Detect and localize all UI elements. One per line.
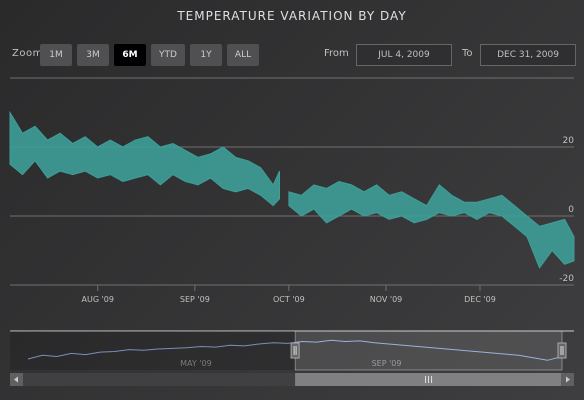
plot-area[interactable]: [9, 110, 575, 269]
gridlines: [10, 77, 574, 286]
navigator-mask: [10, 331, 296, 370]
temperature-range-area-1[interactable]: [288, 180, 575, 269]
to-date-input[interactable]: Dec 31, 2009: [480, 44, 576, 66]
x-tick-label: DEC '09: [464, 295, 496, 304]
to-label: To: [462, 48, 473, 59]
navigator-label: MAY '09: [180, 359, 212, 368]
navigator-handle-left[interactable]: [290, 342, 300, 359]
range-button-6m[interactable]: 6m: [114, 44, 146, 66]
zoom-label: Zoom: [12, 48, 43, 59]
x-axis: AUG '09 SEP '09 OCT '09 NOV '09 DEC '09: [82, 285, 496, 304]
navigator-handle-right[interactable]: [557, 342, 567, 359]
range-button-1m[interactable]: 1m: [40, 44, 72, 66]
navigator-label: SEP '09: [372, 359, 402, 368]
chart-title: TEMPERATURE VARIATION BY DAY: [177, 9, 407, 23]
y-tick-label: -20: [559, 274, 574, 284]
y-axis: 20 0 -20: [559, 136, 574, 284]
range-button-1y[interactable]: 1y: [190, 44, 222, 66]
y-tick-label: 0: [568, 205, 574, 215]
scrollbar[interactable]: [10, 373, 574, 386]
navigator[interactable]: MAY '09 SEP '09: [10, 330, 574, 371]
range-selector: Zoom 1m 3m 6m YTD 1y All From Jul 4, 200…: [0, 44, 584, 66]
range-button-all[interactable]: All: [227, 44, 259, 66]
y-tick-label: 20: [563, 136, 575, 146]
navigator-selected-window[interactable]: [294, 330, 563, 371]
range-button-ytd[interactable]: YTD: [151, 44, 185, 66]
arrow-left-icon: [14, 376, 18, 383]
temperature-range-area-0[interactable]: [9, 110, 280, 207]
x-tick-label: NOV '09: [370, 295, 403, 304]
x-tick-label: SEP '09: [180, 295, 210, 304]
x-tick-label: AUG '09: [82, 295, 114, 304]
from-label: From: [324, 48, 349, 59]
range-button-3m[interactable]: 3m: [77, 44, 109, 66]
from-date-input[interactable]: Jul 4, 2009: [356, 44, 452, 66]
arrow-right-icon: [566, 376, 570, 383]
x-tick-label: OCT '09: [273, 295, 305, 304]
